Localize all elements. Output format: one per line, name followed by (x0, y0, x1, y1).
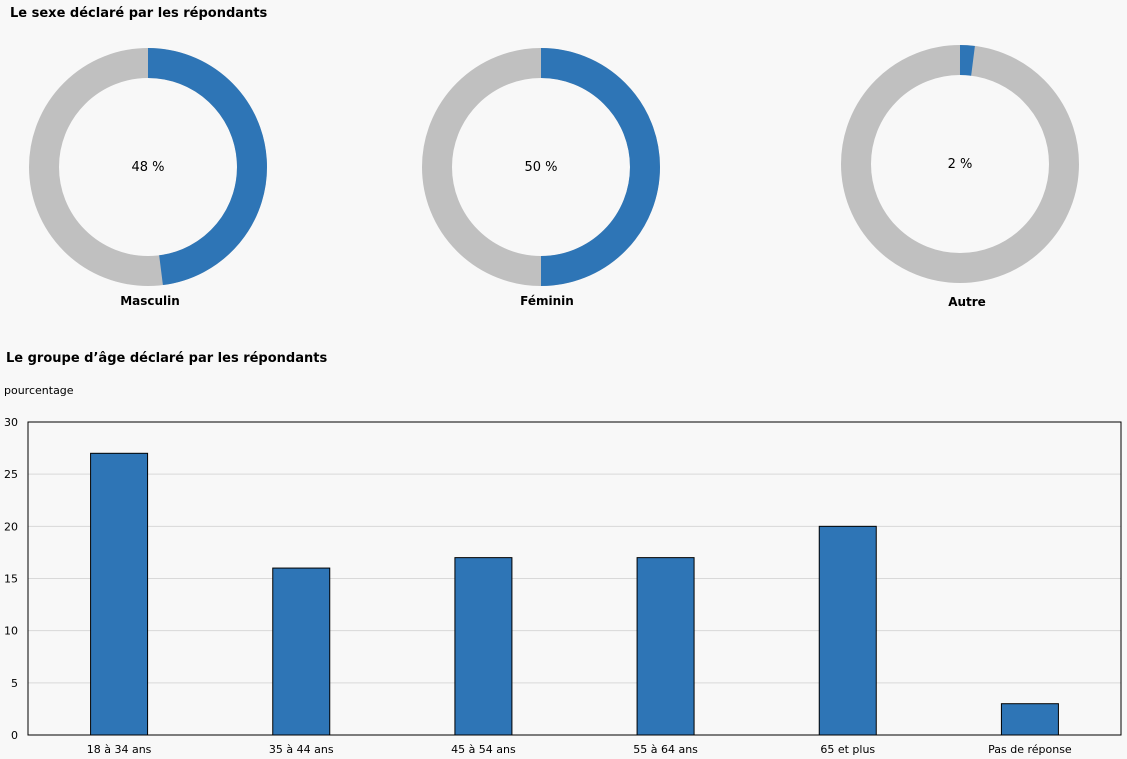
y-tick-label: 30 (4, 416, 18, 429)
x-tick-label: 65 et plus (820, 743, 875, 756)
bar (272, 567, 331, 736)
donut-feminin: 50 % (421, 47, 661, 287)
age-chart-title: Le groupe d’âge déclaré par les répondan… (6, 351, 328, 366)
y-tick-label: 0 (11, 729, 18, 742)
sex-chart-title: Le sexe déclaré par les répondants (10, 6, 268, 21)
donut-chart (841, 45, 1079, 283)
plot-border (27, 421, 1122, 736)
donut-slice (540, 48, 660, 286)
bar-chart: 0 5 10 15 20 25 30 18 à 34 ans 35 à 44 ans 45 à 5… (4, 416, 1122, 756)
y-tick-label: 10 (4, 625, 18, 638)
y-axis-label: pourcentage (4, 384, 74, 397)
donut-category-label: Autre (948, 295, 986, 309)
x-tick-label: Pas de réponse (988, 743, 1072, 756)
x-tick-label: 55 à 64 ans (633, 743, 698, 756)
donut-slice (147, 48, 267, 286)
donut-chart (422, 48, 660, 286)
donut-category-label: Féminin (520, 294, 574, 308)
y-tick-label: 25 (4, 468, 18, 481)
bar (818, 525, 877, 736)
donut-chart (29, 48, 267, 286)
donut-slice (959, 45, 975, 76)
donut-masculin: 48 % (28, 47, 268, 287)
y-tick-label: 15 (4, 573, 18, 586)
donut-value-label: 48 % (131, 159, 165, 175)
bar (636, 557, 695, 736)
donut-category-label: Masculin (120, 294, 180, 308)
donut-autre: 2 % (840, 44, 1080, 284)
bar (1000, 703, 1059, 736)
y-tick-label: 20 (4, 520, 18, 533)
x-tick-label: 18 à 34 ans (87, 743, 152, 756)
bar (454, 557, 513, 736)
x-tick-label: 35 à 44 ans (269, 743, 334, 756)
donut-value-label: 2 % (947, 156, 973, 172)
y-tick-label: 5 (11, 677, 18, 690)
x-tick-label: 45 à 54 ans (451, 743, 516, 756)
bar (90, 452, 149, 736)
donut-value-label: 50 % (524, 159, 558, 175)
